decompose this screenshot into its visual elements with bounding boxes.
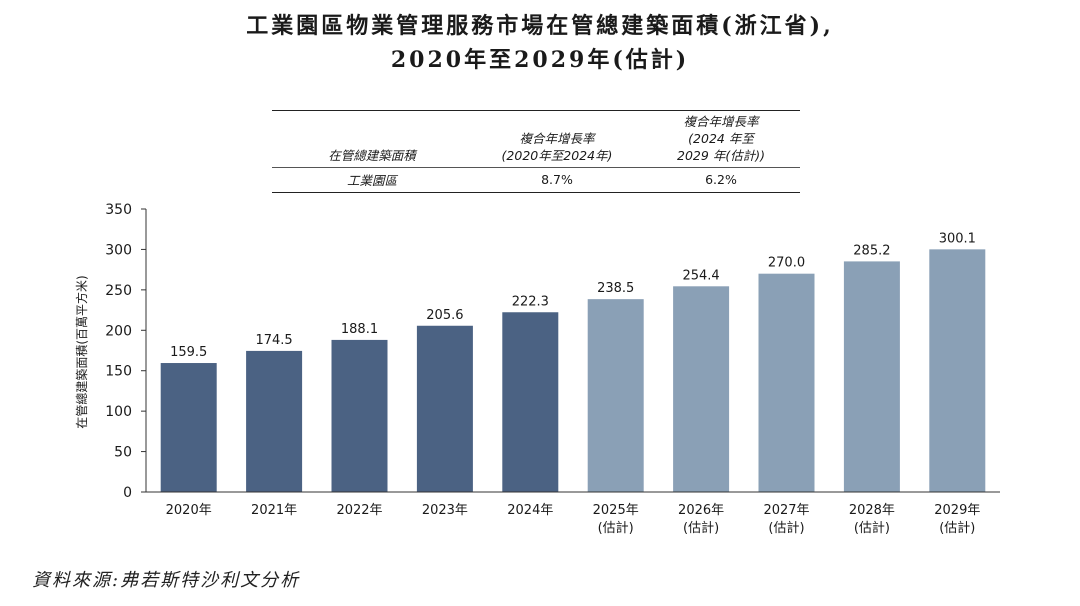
category-sublabel-9: (估計) bbox=[939, 520, 975, 536]
category-label-3: 2023年 bbox=[422, 503, 468, 518]
value-label-3: 205.6 bbox=[426, 308, 463, 323]
cagr-header-2024-2029-line2: (2024 年至 bbox=[688, 131, 754, 146]
category-sublabel-8: (估計) bbox=[854, 520, 890, 536]
y-axis-label: 在管總建築面積(百萬平方米) bbox=[74, 275, 89, 428]
bar-8 bbox=[843, 261, 900, 492]
value-label-9: 300.1 bbox=[939, 231, 976, 246]
bar-5 bbox=[587, 299, 644, 492]
cagr-header-2024-2029-line3: 2029 年(估計)) bbox=[677, 148, 765, 163]
y-tick-label-2: 100 bbox=[105, 404, 132, 420]
value-label-1: 174.5 bbox=[255, 333, 292, 348]
cagr-header-2020-2024-line2: (2020年至2024年) bbox=[501, 148, 613, 163]
category-sublabel-7: (估計) bbox=[768, 520, 804, 536]
y-tick-label-3: 150 bbox=[105, 364, 132, 380]
category-sublabel-6: (估計) bbox=[683, 520, 719, 536]
value-label-6: 254.4 bbox=[682, 268, 719, 283]
cagr-header-area-text: 在管總建築面積 bbox=[328, 148, 416, 163]
cagr-table-header-row: 在管總建築面積 複合年增長率 (2020年至2024年) 複合年增長率 (202… bbox=[272, 110, 800, 168]
cagr-header-2024-2029: 複合年增長率 (2024 年至 2029 年(估計)) bbox=[642, 111, 800, 168]
source-note: 資料來源:弗若斯特沙利文分析 bbox=[32, 570, 301, 591]
bar-2 bbox=[331, 339, 388, 492]
y-tick-label-7: 350 bbox=[105, 202, 132, 218]
y-tick-label-5: 250 bbox=[105, 283, 132, 299]
chart-title-line1: 工業園區物業管理服務市場在管總建築面積(浙江省), bbox=[246, 13, 834, 39]
bar-0 bbox=[160, 363, 217, 492]
y-tick-label-6: 300 bbox=[105, 242, 132, 258]
y-tick-label-4: 200 bbox=[105, 323, 132, 339]
bar-7 bbox=[758, 273, 815, 492]
category-label-0: 2020年 bbox=[166, 503, 212, 518]
y-tick-label-0: 0 bbox=[123, 485, 132, 501]
cagr-header-2020-2024-line1: 複合年增長率 bbox=[519, 131, 595, 146]
y-tick-label-1: 50 bbox=[114, 445, 132, 461]
category-label-2: 2022年 bbox=[336, 503, 382, 518]
category-label-4: 2024年 bbox=[507, 503, 553, 518]
cagr-row-label: 工業園區 bbox=[346, 173, 397, 188]
category-label-6: 2026年 bbox=[678, 503, 724, 518]
value-label-5: 238.5 bbox=[597, 281, 634, 296]
value-label-0: 159.5 bbox=[170, 345, 207, 360]
category-label-7: 2027年 bbox=[763, 503, 809, 518]
bars-group: 159.5 2020年 174.5 2021年 188.1 2022年 205.6 2023年… bbox=[160, 231, 986, 536]
cagr-row-2024-2029: 6.2% bbox=[705, 172, 737, 187]
category-sublabel-5: (估計) bbox=[598, 520, 634, 536]
cagr-header-2020-2024: 複合年增長率 (2020年至2024年) bbox=[472, 111, 642, 168]
cagr-table: 在管總建築面積 複合年增長率 (2020年至2024年) 複合年增長率 (202… bbox=[272, 110, 800, 193]
cagr-row-2020-2024: 8.7% bbox=[541, 172, 573, 187]
bar-1 bbox=[246, 350, 303, 492]
category-label-8: 2028年 bbox=[849, 503, 895, 518]
axes-group: 0 50 100 150 200 250 300 350 在管總建築面積(百萬平方米) bbox=[74, 202, 1000, 501]
value-label-8: 285.2 bbox=[853, 243, 890, 258]
cagr-header-area: 在管總建築面積 bbox=[272, 111, 472, 168]
bar-6 bbox=[673, 286, 730, 492]
cagr-table-row: 工業園區 8.7% 6.2% bbox=[272, 167, 800, 193]
bar-9 bbox=[929, 249, 986, 492]
bar-4 bbox=[502, 312, 559, 492]
category-label-5: 2025年 bbox=[593, 503, 639, 518]
category-label-9: 2029年 bbox=[934, 503, 980, 518]
value-label-7: 270.0 bbox=[768, 256, 805, 271]
cagr-header-2024-2029-line1: 複合年增長率 bbox=[683, 114, 759, 129]
category-label-1: 2021年 bbox=[251, 503, 297, 518]
chart-title-line2: 2020年至2029年(估計) bbox=[390, 47, 690, 73]
value-label-2: 188.1 bbox=[341, 322, 378, 337]
bar-3 bbox=[416, 325, 473, 492]
value-label-4: 222.3 bbox=[512, 294, 549, 309]
